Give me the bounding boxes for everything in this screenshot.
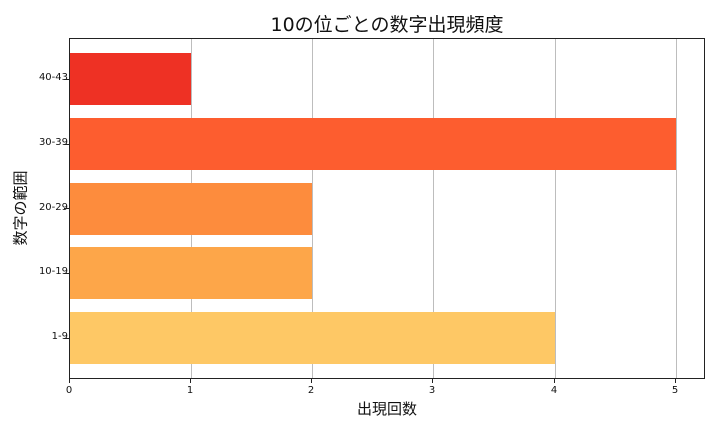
ytick-mark — [64, 338, 69, 339]
ytick-label-10-19: 10-19 — [38, 266, 68, 277]
xtick-mark — [554, 379, 555, 383]
bar-40-43 — [70, 53, 192, 105]
xtick-mark — [311, 379, 312, 383]
plot-area — [69, 38, 705, 379]
gridline-x-2 — [312, 39, 313, 378]
ytick-label-30-39: 30-39 — [38, 137, 68, 148]
bar-10-19 — [70, 247, 313, 299]
ytick-mark — [64, 144, 69, 145]
xtick-mark — [675, 379, 676, 383]
gridline-x-3 — [433, 39, 434, 378]
xtick-label-2: 2 — [307, 385, 315, 396]
ytick-label-20-29: 20-29 — [38, 202, 68, 213]
ytick-mark — [64, 208, 69, 209]
gridline-x-4 — [555, 39, 556, 378]
bar-20-29 — [70, 183, 313, 235]
xtick-label-0: 0 — [65, 385, 73, 396]
ytick-mark — [64, 79, 69, 80]
ytick-label-1-9: 1-9 — [51, 331, 68, 342]
xtick-label-3: 3 — [428, 385, 436, 396]
xtick-mark — [190, 379, 191, 383]
gridline-x-5 — [676, 39, 677, 378]
xtick-label-1: 1 — [186, 385, 194, 396]
bar-1-9 — [70, 312, 555, 364]
xtick-mark — [432, 379, 433, 383]
chart-title: 10の位ごとの数字出現頻度 — [270, 14, 504, 36]
xtick-label-4: 4 — [550, 385, 558, 396]
y-axis-label: 数字の範囲 — [11, 170, 30, 246]
ytick-mark — [64, 273, 69, 274]
bar-30-39 — [70, 118, 676, 170]
ytick-label-40-43: 40-43 — [38, 72, 68, 83]
x-axis-label: 出現回数 — [356, 400, 417, 418]
xtick-label-5: 5 — [671, 385, 679, 396]
xtick-mark — [69, 379, 70, 383]
